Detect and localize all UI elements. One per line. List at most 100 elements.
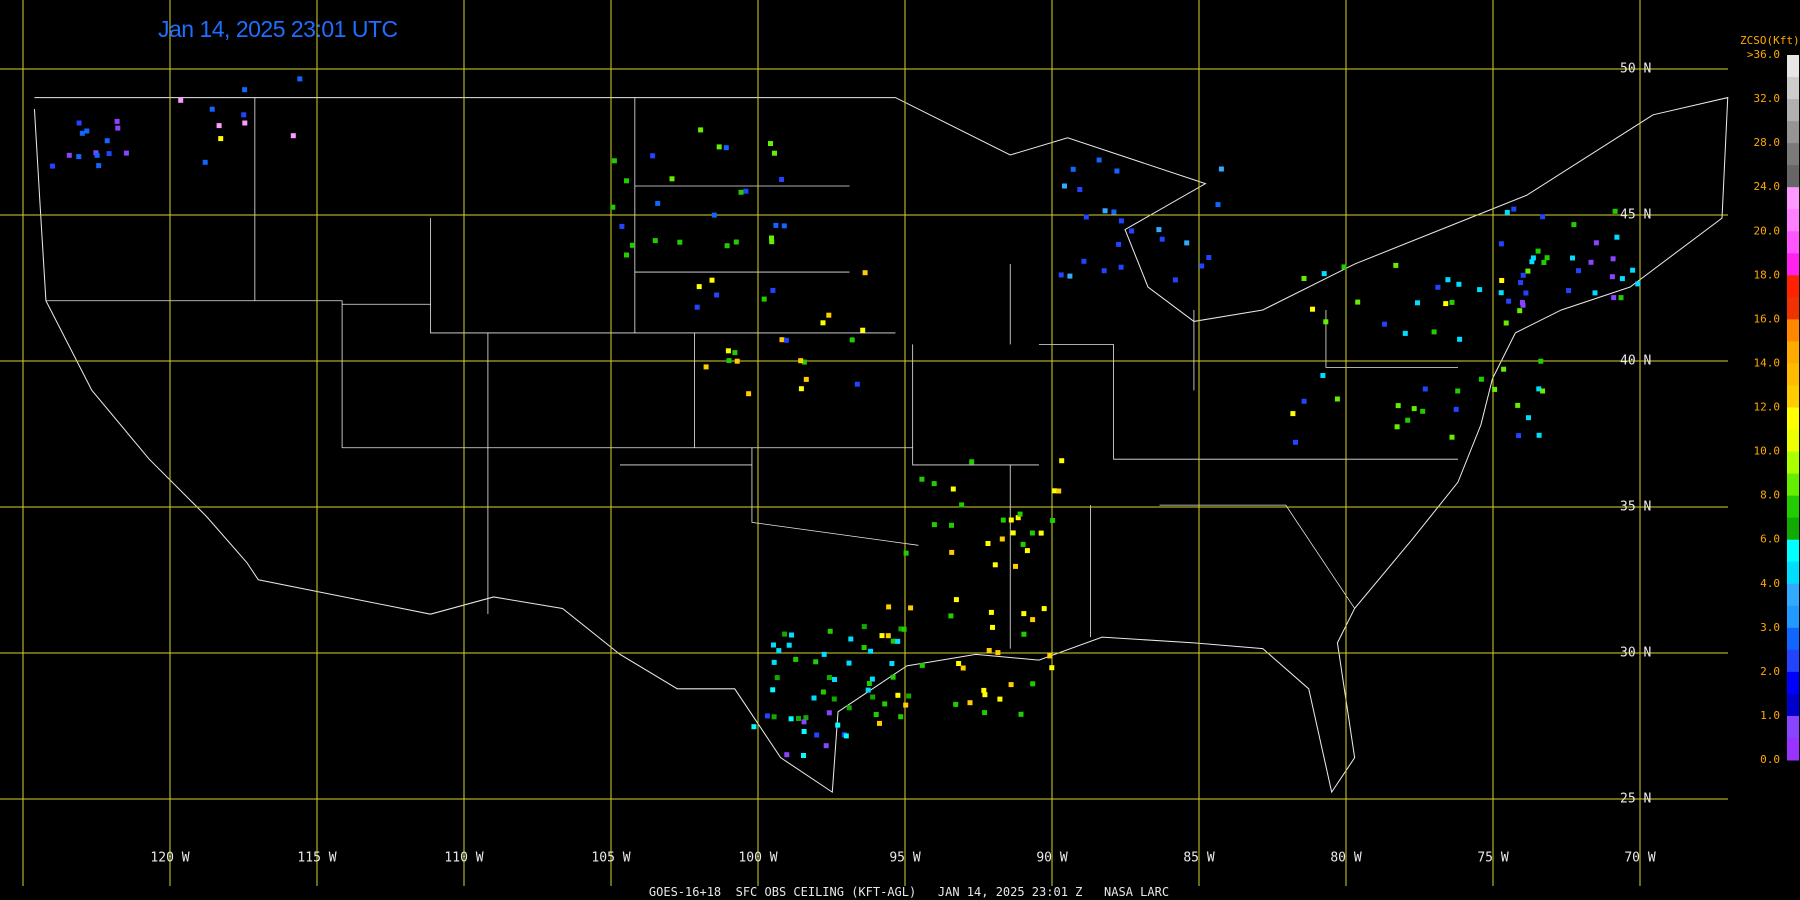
station-square [950,486,956,492]
station-square [821,651,827,657]
station-square [798,386,804,392]
legend-swatch [1787,627,1799,651]
station-square [1619,276,1625,282]
legend-swatch [1787,495,1799,519]
station-square [1449,299,1455,305]
station-square [703,364,709,370]
station-square [1301,398,1307,404]
legend: ZCSO(Kft)>36.0 32.0 28.0 24.0 20.0 18.0 16.0 14… [1740,34,1800,766]
station-square [716,144,722,150]
longitude-label: 100 W [738,851,777,866]
station-square [114,118,120,124]
station-square [1321,271,1327,277]
latitude-label: 25 N [1620,792,1651,807]
longitude-label: 110 W [444,851,483,866]
station-square [1077,187,1083,192]
station-square [1293,439,1298,445]
station-square [1544,255,1550,261]
latitude-label: 50 N [1620,62,1651,77]
station-square [1405,417,1411,423]
station-square [1530,255,1536,261]
station-square [1050,518,1056,523]
station-square [96,163,102,169]
us-outline [33,96,1729,794]
station-square [1070,166,1076,172]
latitude-label: 40 N [1620,354,1651,369]
legend-label: 18.0 [1754,268,1781,281]
station-square [919,476,925,482]
station-square [776,648,782,654]
station-square [1052,488,1058,494]
station-square [953,701,959,707]
station-square [903,550,909,556]
station-square [751,724,757,730]
station-square [1083,214,1089,220]
station-square [769,235,774,241]
station-square [611,158,617,164]
station-square [242,120,248,126]
station-square [1000,517,1006,523]
station-square [1566,288,1572,294]
station-square [870,694,876,700]
station-square [1013,563,1018,569]
station-square [1290,411,1296,417]
station-square [1443,301,1449,307]
station-square [209,106,215,112]
legend-label: 4.0 [1760,577,1780,590]
station-square [986,648,992,653]
station-square [1540,214,1546,220]
station-square [696,284,702,290]
station-square [1116,241,1122,247]
station-square [949,522,954,528]
station-square [115,125,121,131]
station-square [714,292,720,298]
station-square [908,605,914,611]
legend-swatch [1787,517,1799,541]
station-square [1206,255,1212,260]
legend-label: 16.0 [1754,312,1781,325]
station-square [1047,653,1053,659]
longitude-label: 70 W [1624,851,1655,866]
legend-swatch [1787,737,1799,761]
station-square [610,204,616,210]
station-square [1049,665,1055,671]
station-square [969,459,975,465]
station-square [786,642,792,648]
station-square [1056,488,1062,494]
station-square [1538,358,1544,364]
station-square [743,188,749,194]
station-square [890,674,896,680]
legend-label: 10.0 [1754,445,1781,458]
station-square [772,150,777,156]
station-square [903,702,909,708]
station-square [898,714,904,720]
station-square [94,152,100,158]
station-square [624,252,629,258]
station-square [1457,336,1463,342]
station-square [820,689,826,695]
legend-label: >36.0 [1747,48,1780,61]
station-obs [50,76,1641,758]
legend-swatch [1787,451,1799,475]
station-square [1519,300,1525,305]
station-square [1614,234,1620,240]
station-square [866,681,872,686]
longitude-label: 105 W [591,851,630,866]
legend-label: 32.0 [1754,92,1781,105]
station-square [890,638,896,644]
station-square [1024,548,1030,554]
legend-label: 3.0 [1760,621,1780,634]
station-square [783,337,789,343]
station-square [1456,281,1462,287]
station-square [873,712,879,717]
station-square [861,624,867,630]
station-square [861,645,867,650]
station-square [796,716,801,721]
station-square [650,153,656,159]
station-square [779,337,785,343]
station-square [1341,264,1347,270]
station-square [1516,433,1522,439]
station-square [1215,202,1221,208]
legend-swatch [1787,473,1799,497]
